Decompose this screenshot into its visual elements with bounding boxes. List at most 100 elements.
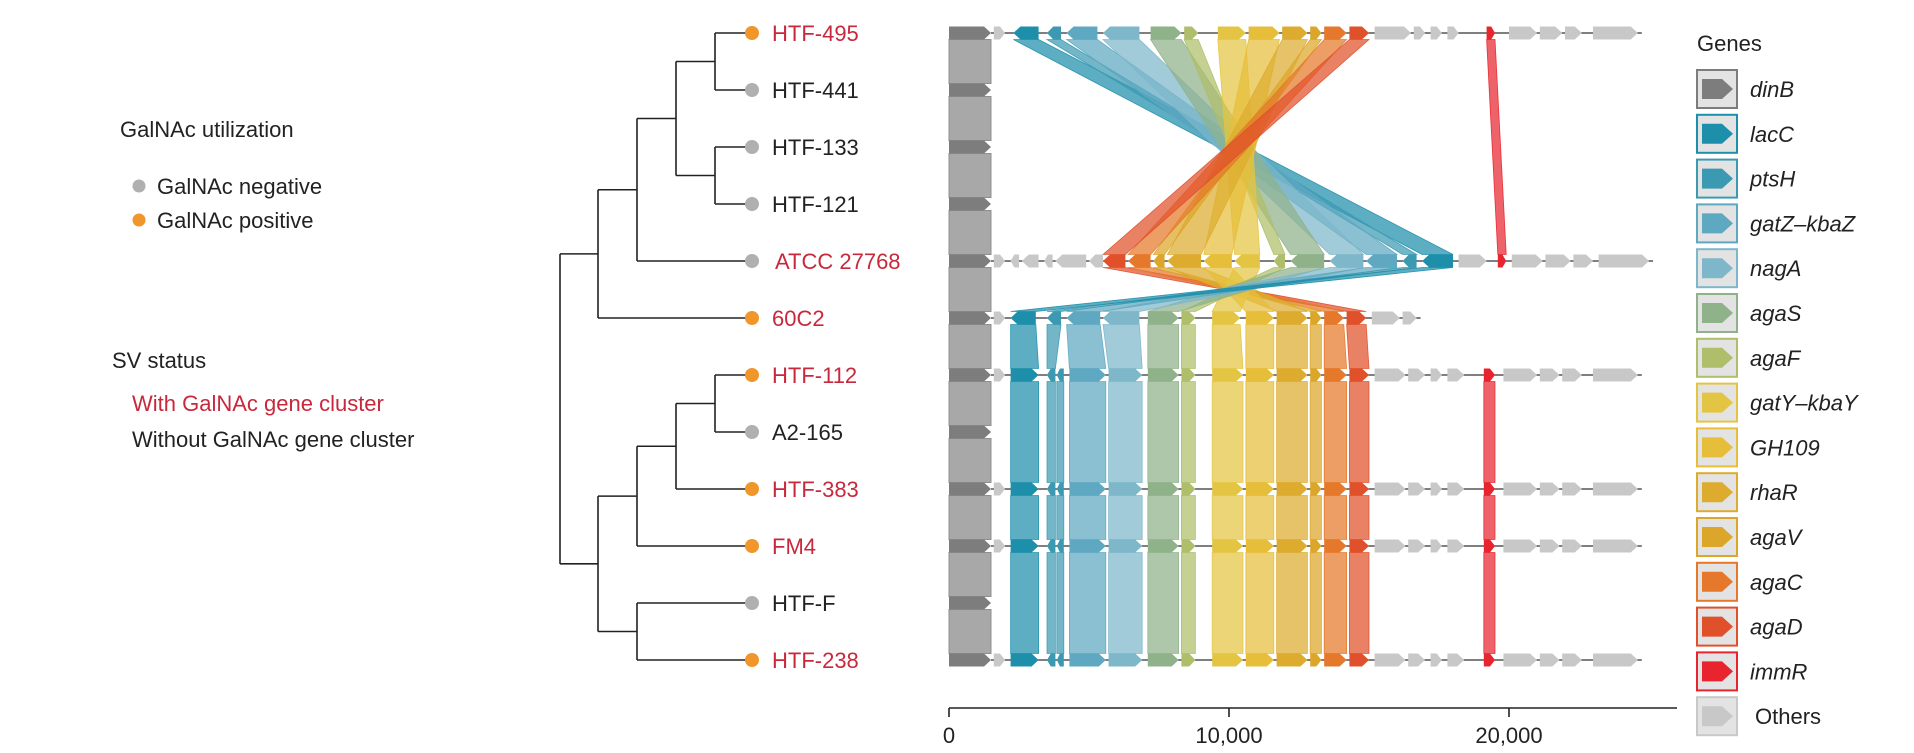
gene-arrow xyxy=(1276,539,1308,553)
gene-arrow xyxy=(1010,539,1039,553)
gene-arrow xyxy=(1128,254,1151,268)
synteny-ribbon xyxy=(1046,381,1056,483)
genome-track xyxy=(949,482,1642,496)
synteny-ribbon xyxy=(1010,552,1039,654)
gene-arrow xyxy=(1056,368,1064,382)
dinb-link xyxy=(948,381,992,426)
gene-arrow xyxy=(1212,482,1243,496)
synteny-ribbon xyxy=(1056,495,1065,540)
galnac-negative-dot-icon xyxy=(745,254,759,268)
gene-arrow xyxy=(1245,368,1274,382)
gene-arrow xyxy=(1047,482,1056,496)
synteny-ribbon xyxy=(1245,495,1275,540)
gene-arrow xyxy=(1413,26,1425,40)
strain-leaf: ATCC 27768 xyxy=(745,249,901,274)
gene-arrow xyxy=(949,311,991,325)
dinb-link xyxy=(948,495,992,540)
gene-arrow xyxy=(1573,254,1593,268)
genes-legend-item: agaF xyxy=(1696,337,1802,378)
gene-arrow xyxy=(949,596,991,610)
gene-arrow xyxy=(1324,26,1347,40)
gene-arrow xyxy=(1366,254,1397,268)
galnac-negative-dot-icon xyxy=(745,596,759,610)
legend-sv-without-cluster: Without GalNAc gene cluster xyxy=(132,427,414,452)
synteny-ribbon xyxy=(1102,324,1143,369)
synteny-ribbon xyxy=(1211,552,1244,654)
synteny-ribbon xyxy=(1010,381,1039,483)
gene-arrow xyxy=(1066,311,1101,325)
genes-legend-label: gatY–kbaY xyxy=(1750,391,1859,416)
gene-arrow xyxy=(1310,653,1322,667)
axis-tick-label: 10,000 xyxy=(1195,723,1262,748)
strain-label: HTF-495 xyxy=(772,21,859,46)
synteny-ribbon xyxy=(1046,495,1056,540)
gene-arrow xyxy=(1503,368,1537,382)
gene-arrow-icon xyxy=(1702,437,1733,458)
synteny-ribbon xyxy=(1108,381,1143,483)
gene-arrow-icon xyxy=(1702,571,1733,592)
gene-arrow xyxy=(1181,482,1196,496)
synteny-ribbon xyxy=(1069,495,1107,540)
synteny-ribbons xyxy=(1010,39,1507,654)
legend-utilization-item: GalNAc positive xyxy=(132,208,314,233)
synteny-ribbon xyxy=(1245,324,1275,369)
synteny-ribbon xyxy=(1046,552,1056,654)
strain-leaf: HTF-121 xyxy=(745,192,859,217)
legend-sv-status: SV status With GalNAc gene cluster Witho… xyxy=(112,348,414,452)
genes-legend-label: rhaR xyxy=(1750,480,1798,505)
gene-arrow xyxy=(1248,26,1280,40)
gene-arrow xyxy=(1349,482,1369,496)
gene-arrow xyxy=(1103,311,1140,325)
synteny-ribbon xyxy=(1245,381,1275,483)
gene-arrow-icon xyxy=(1702,482,1733,503)
synteny-ribbon xyxy=(1108,495,1143,540)
gene-arrow xyxy=(1310,368,1322,382)
synteny-ribbon xyxy=(1483,495,1496,540)
strain-label: FM4 xyxy=(772,534,816,559)
gene-arrow xyxy=(949,140,991,154)
gene-arrow xyxy=(1167,254,1201,268)
synteny-ribbon xyxy=(1147,324,1179,369)
synteny-ribbon xyxy=(1486,39,1507,255)
gene-arrow xyxy=(1483,653,1495,667)
strain-label: HTF-441 xyxy=(772,78,859,103)
galnac-positive-dot-icon xyxy=(745,653,759,667)
gene-arrow-icon xyxy=(1702,168,1733,189)
strain-leaf: HTF-F xyxy=(745,591,836,616)
gene-arrow xyxy=(1276,653,1308,667)
gene-arrow xyxy=(1310,539,1322,553)
gene-arrow xyxy=(1069,482,1106,496)
axis-tick-label: 20,000 xyxy=(1475,723,1542,748)
gene-arrow xyxy=(1374,26,1411,40)
gene-arrow xyxy=(993,368,1005,382)
gene-arrow-icon xyxy=(1702,213,1733,234)
genome-track xyxy=(949,653,1642,667)
gene-arrow-icon xyxy=(1702,303,1733,323)
gene-arrow xyxy=(1349,368,1369,382)
synteny-ribbon xyxy=(1108,552,1143,654)
gene-arrow xyxy=(1447,539,1465,553)
synteny-ribbon xyxy=(1276,324,1308,369)
genes-legend-item: Others xyxy=(1696,696,1821,737)
gene-arrow-icon xyxy=(1702,79,1733,99)
gene-arrow xyxy=(949,197,991,211)
galnac-negative-dot-icon xyxy=(745,425,759,439)
phylogenetic-tree xyxy=(559,32,752,661)
synteny-ribbon xyxy=(1349,381,1370,483)
genes-legend-label: agaD xyxy=(1750,615,1803,640)
genes-legend-item: GH109 xyxy=(1696,427,1820,468)
gene-arrow xyxy=(1539,368,1560,382)
gene-arrow xyxy=(1282,26,1308,40)
synteny-ribbon xyxy=(1245,552,1275,654)
gene-arrow xyxy=(1047,539,1056,553)
galnac-negative-dot-icon xyxy=(132,179,146,193)
gene-arrow xyxy=(1598,254,1649,268)
synteny-ribbon xyxy=(1147,552,1179,654)
genes-legend-item: agaS xyxy=(1696,293,1802,333)
gene-arrow xyxy=(1217,26,1246,40)
gene-arrow xyxy=(993,539,1005,553)
strain-leaf: A2-165 xyxy=(745,420,843,445)
synteny-ribbon xyxy=(1056,381,1065,483)
synteny-ribbon xyxy=(1010,324,1040,369)
gene-arrow xyxy=(1069,539,1106,553)
